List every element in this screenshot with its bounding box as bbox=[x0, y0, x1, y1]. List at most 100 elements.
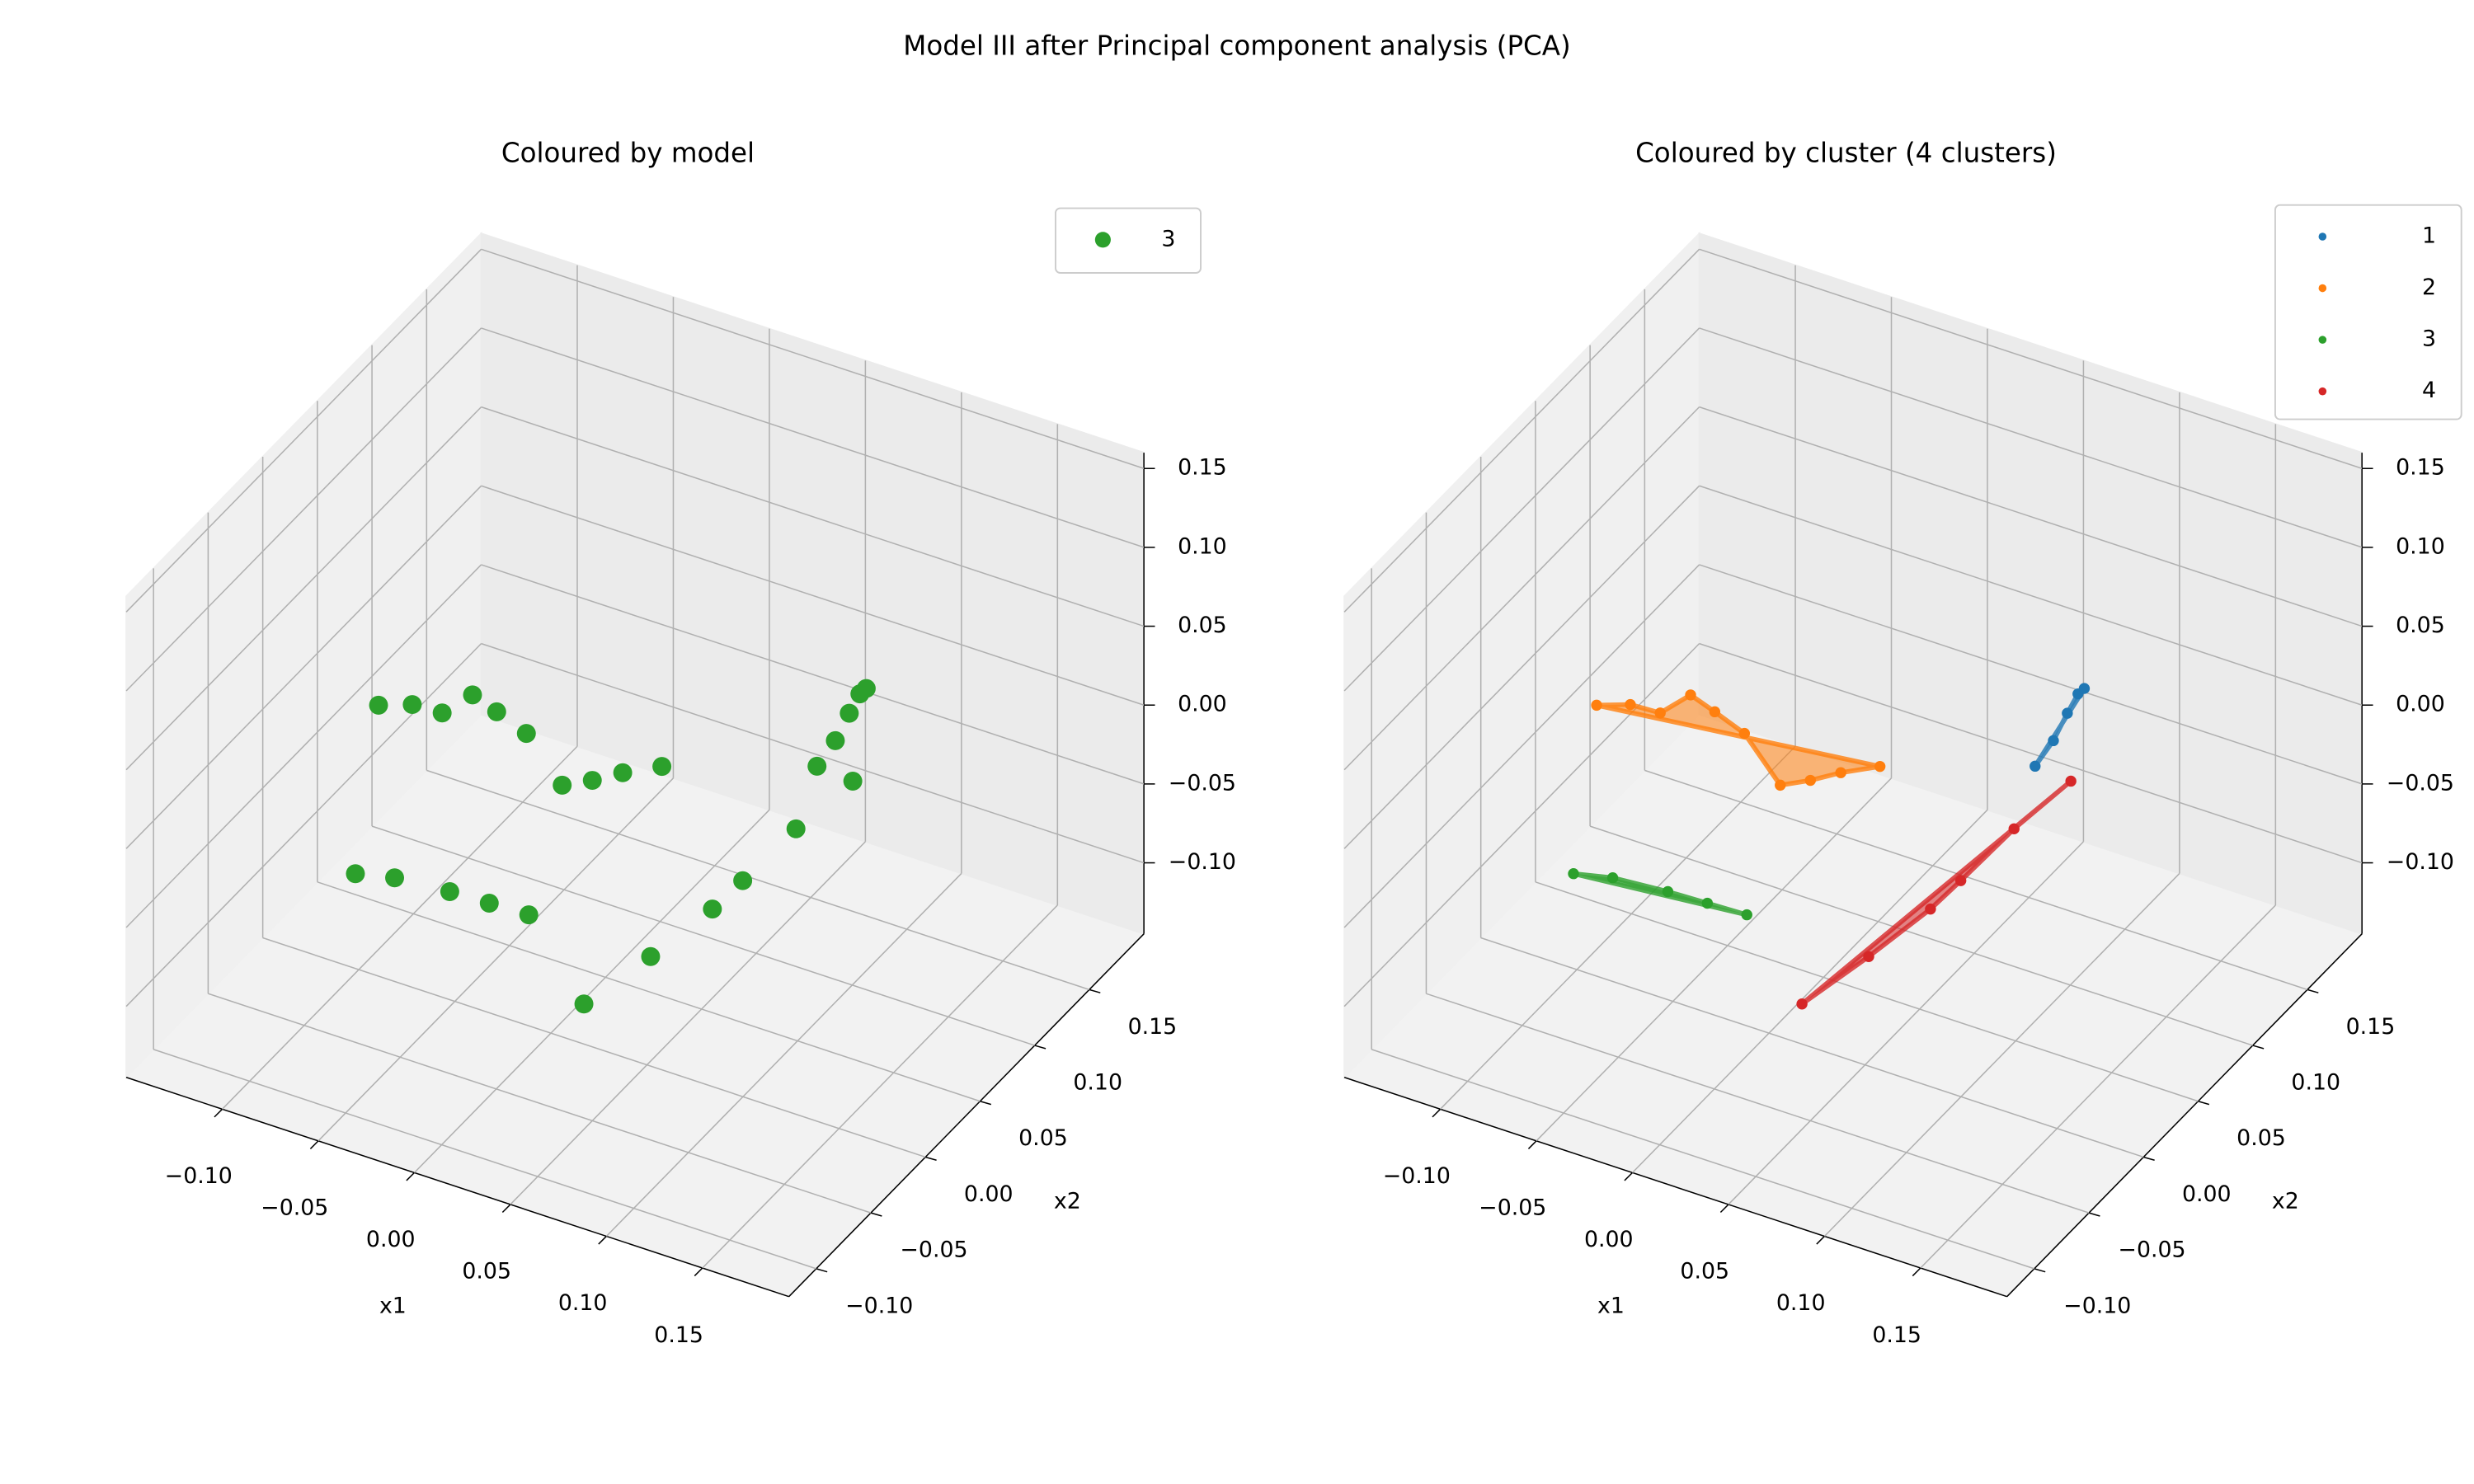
y-axis-label: x2 bbox=[1054, 1188, 1081, 1214]
point bbox=[641, 946, 661, 966]
grid-line bbox=[371, 825, 1035, 1046]
point bbox=[2030, 760, 2041, 773]
point bbox=[582, 771, 602, 791]
figure-content: Model III after Principal component anal… bbox=[125, 30, 2462, 1348]
grid-line bbox=[1535, 881, 2199, 1102]
z-tick-label: 0.15 bbox=[2396, 455, 2445, 481]
point bbox=[440, 881, 459, 901]
y-axis-label: x2 bbox=[2272, 1188, 2299, 1214]
legend-label: 3 bbox=[2422, 326, 2436, 352]
z-tick-label: −0.05 bbox=[1169, 770, 1236, 796]
z-tick-label: 0.00 bbox=[2396, 692, 2445, 717]
grid-line bbox=[481, 248, 1145, 469]
y-tick-label: −0.05 bbox=[900, 1237, 967, 1263]
x-axis-label: x1 bbox=[1597, 1294, 1625, 1319]
chart-title: Coloured by model bbox=[501, 138, 755, 169]
point bbox=[703, 899, 722, 919]
tick-mark bbox=[214, 1108, 223, 1118]
x-tick-label: 0.15 bbox=[1872, 1322, 1921, 1348]
y-tick-label: 0.05 bbox=[1018, 1125, 1068, 1151]
grid-line bbox=[1371, 1049, 2035, 1270]
point bbox=[1662, 885, 1674, 898]
z-tick-label: −0.10 bbox=[2387, 849, 2454, 875]
point bbox=[1738, 727, 1751, 740]
grid-line bbox=[1631, 809, 1988, 1173]
y-tick-label: −0.10 bbox=[845, 1293, 913, 1318]
z-tick-label: −0.10 bbox=[1169, 849, 1236, 875]
grid-line bbox=[125, 248, 482, 613]
grid-line bbox=[426, 769, 1090, 991]
grid-line bbox=[153, 1049, 816, 1270]
grid-line bbox=[125, 564, 482, 928]
grid-line bbox=[125, 406, 482, 771]
tick-mark bbox=[924, 1156, 937, 1162]
grid-line bbox=[702, 904, 1058, 1269]
tick-mark bbox=[816, 1268, 828, 1273]
grid-line bbox=[481, 564, 1145, 785]
point bbox=[553, 775, 572, 795]
y-tick-label: −0.05 bbox=[2119, 1237, 2186, 1263]
grid-line bbox=[510, 841, 866, 1205]
grid-line bbox=[317, 777, 675, 1142]
legend-marker bbox=[2318, 336, 2327, 344]
point bbox=[516, 724, 536, 744]
point bbox=[1654, 707, 1666, 719]
x-tick-label: 0.10 bbox=[558, 1290, 608, 1316]
legend-label: 3 bbox=[1161, 226, 1175, 251]
z-tick-label: 0.05 bbox=[1178, 613, 1227, 638]
x-tick-label: −0.05 bbox=[1479, 1195, 1546, 1221]
tick-mark bbox=[309, 1140, 319, 1149]
point bbox=[385, 868, 405, 888]
legend-box bbox=[2274, 204, 2462, 420]
y-tick-label: 0.05 bbox=[2236, 1125, 2286, 1151]
point bbox=[613, 763, 633, 782]
tick-mark bbox=[598, 1235, 607, 1245]
grid-line bbox=[1699, 564, 2363, 785]
legend-marker bbox=[1094, 232, 1111, 248]
grid-line bbox=[1699, 406, 2363, 627]
point bbox=[2008, 823, 2020, 835]
point bbox=[402, 695, 422, 715]
grid-line bbox=[481, 327, 1145, 548]
grid-line bbox=[605, 872, 962, 1237]
grid-line bbox=[1343, 248, 1700, 613]
grid-line bbox=[1920, 904, 2276, 1269]
legend-label: 1 bbox=[2422, 223, 2436, 248]
point bbox=[2062, 707, 2073, 719]
point bbox=[432, 703, 452, 723]
grid-line bbox=[262, 937, 926, 1158]
x1-axis-line bbox=[125, 1077, 789, 1298]
legend-label: 4 bbox=[2422, 378, 2436, 403]
grid-line bbox=[1823, 872, 2180, 1237]
grid-line bbox=[1343, 564, 1700, 928]
x1-axis-line bbox=[1343, 1077, 2007, 1298]
x-tick-label: 0.00 bbox=[366, 1227, 416, 1252]
x-tick-label: −0.10 bbox=[1383, 1163, 1451, 1189]
y-tick-label: 0.00 bbox=[964, 1181, 1014, 1207]
y-tick-label: 0.10 bbox=[1073, 1069, 1122, 1095]
x-tick-label: −0.05 bbox=[261, 1195, 328, 1221]
tick-mark bbox=[1816, 1235, 1825, 1245]
tick-mark bbox=[2143, 1156, 2155, 1162]
point bbox=[463, 685, 482, 705]
point bbox=[1591, 699, 1602, 711]
x-tick-label: 0.15 bbox=[654, 1322, 703, 1348]
grid-line bbox=[1343, 485, 1700, 849]
point bbox=[843, 771, 863, 791]
point bbox=[574, 994, 594, 1014]
grid-line bbox=[481, 642, 1145, 864]
point bbox=[1863, 951, 1874, 962]
point bbox=[1804, 774, 1816, 787]
z-tick-label: 0.00 bbox=[1178, 692, 1227, 717]
legend-label: 2 bbox=[2422, 275, 2436, 300]
grid-line bbox=[208, 993, 872, 1214]
point bbox=[786, 819, 806, 838]
y-tick-label: 0.15 bbox=[2346, 1014, 2396, 1040]
grid-line bbox=[1480, 937, 2144, 1158]
point bbox=[519, 905, 539, 925]
tick-mark bbox=[694, 1267, 703, 1277]
y-tick-label: −0.10 bbox=[2063, 1293, 2131, 1318]
tick-mark bbox=[1527, 1140, 1537, 1149]
point bbox=[2078, 683, 2091, 694]
point bbox=[346, 864, 365, 884]
